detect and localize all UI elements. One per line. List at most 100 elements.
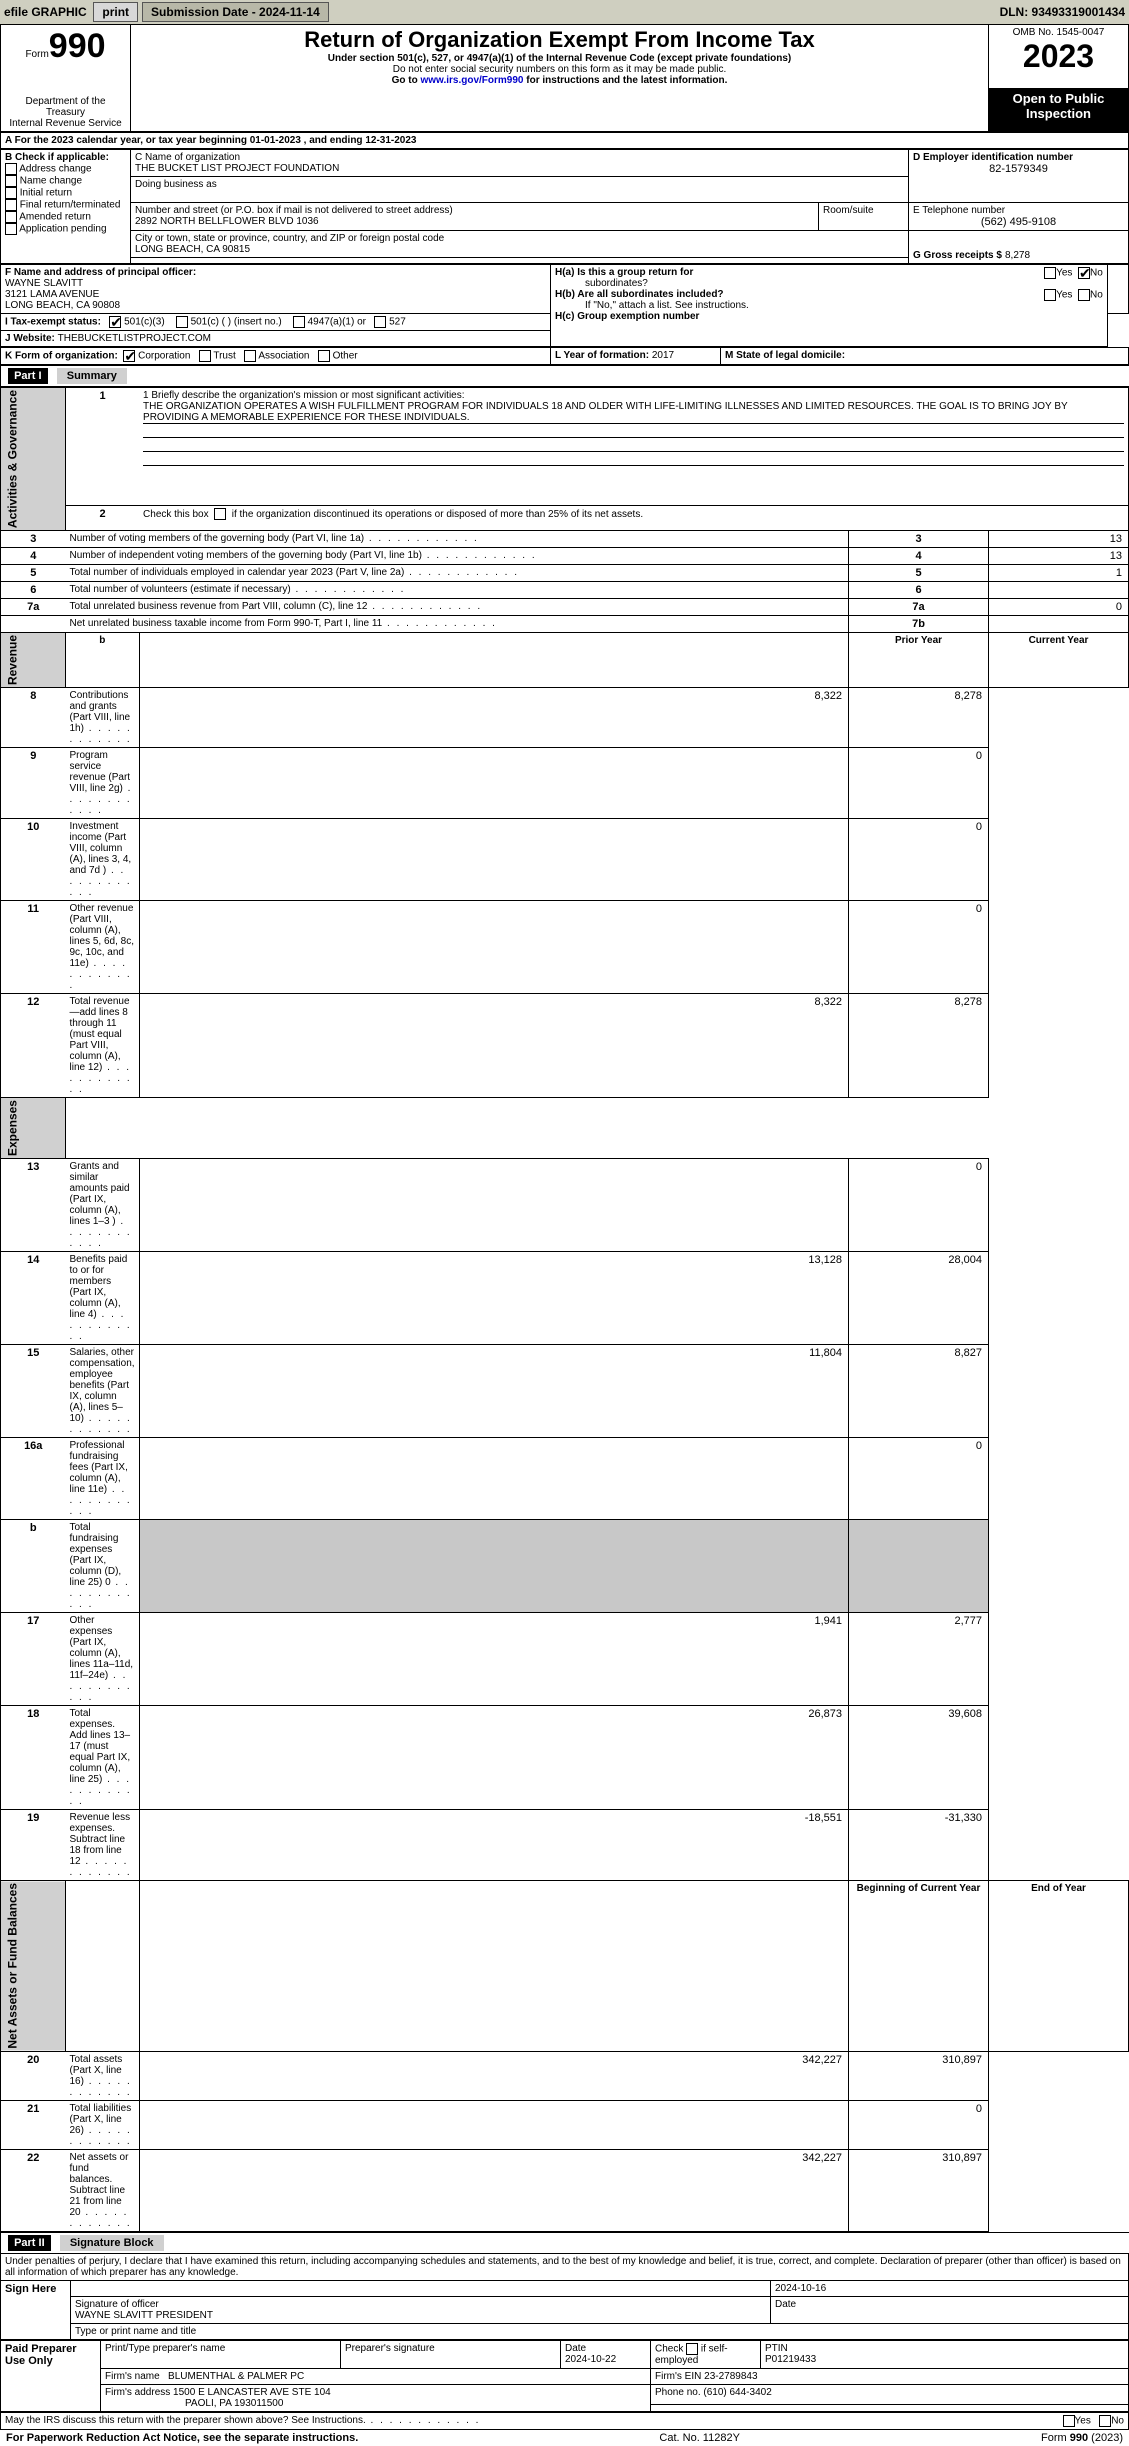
side-expenses: Expenses [1,1098,66,1159]
officer-name: WAYNE SLAVITT [5,278,546,289]
form-word: Form [25,49,48,60]
page-footer: For Paperwork Reduction Act Notice, see … [0,2430,1129,2446]
side-activities-governance: Activities & Governance [1,388,66,531]
lbl-other: Other [333,351,358,362]
chk-initial-return[interactable] [5,187,17,199]
part1-header: Part I [8,368,48,384]
open-public-1: Open to Public [993,91,1124,106]
row-l-label: L Year of formation: [555,350,652,361]
room-label: Room/suite [823,205,904,216]
lbl-501c3: 501(c)(3) [124,317,165,328]
chk-ha-no[interactable] [1078,267,1090,279]
firm-ein: 23-2789843 [704,2371,757,2382]
subtitle-2: Do not enter social security numbers on … [135,64,984,75]
side-revenue: Revenue [1,633,66,688]
lbl-name-change: Name change [20,176,82,187]
signature-block: Sign Here 2024-10-16 Signature of office… [0,2280,1129,2340]
chk-name-change[interactable] [5,175,17,187]
col-begin: Beginning of Current Year [849,1881,989,2052]
chk-4947[interactable] [293,316,305,328]
chk-501c3[interactable] [109,316,121,328]
chk-527[interactable] [374,316,386,328]
box-d-label: D Employer identification number [913,152,1124,163]
sig-date: 2024-10-16 [771,2280,1129,2296]
chk-501c[interactable] [176,316,188,328]
part1-title: Summary [57,368,127,384]
open-public-2: Inspection [993,106,1124,121]
firm-addr1: 1500 E LANCASTER AVE STE 104 [173,2387,331,2398]
chk-discontinued[interactable] [214,508,226,520]
chk-discuss-no[interactable] [1099,2415,1111,2427]
telephone: (562) 495-9108 [913,216,1124,228]
submission-date: Submission Date - 2024-11-14 [142,2,329,22]
footer-right: Form 990 (2023) [1041,2432,1123,2444]
row-m-label: M State of legal domicile: [725,350,845,361]
chk-amended[interactable] [5,211,17,223]
box-b-label: B Check if applicable: [5,152,126,163]
chk-app-pending[interactable] [5,223,17,235]
klm-row: K Form of organization: Corporation Trus… [0,347,1129,365]
firm-addr2: PAOLI, PA 193011500 [105,2398,283,2409]
chk-self-employed[interactable] [686,2343,698,2355]
firm-name-label: Firm's name [105,2371,162,2382]
dln: DLN: 93493319001434 [1000,5,1125,19]
chk-assoc[interactable] [244,350,256,362]
tax-year: 2023 [993,38,1124,75]
officer-addr2: LONG BEACH, CA 90808 [5,300,546,311]
part2-header: Part II [8,2235,51,2251]
row-i-label: I Tax-exempt status: [5,317,101,328]
city: LONG BEACH, CA 90815 [135,244,904,255]
goto-prefix: Go to [392,75,421,86]
form-title: Return of Organization Exempt From Incom… [135,27,984,53]
lbl-corp: Corporation [138,351,190,362]
lbl-no: No [1090,268,1103,279]
mission-text: THE ORGANIZATION OPERATES A WISH FULFILL… [143,401,1124,424]
box-f-label: F Name and address of principal officer: [5,267,546,278]
chk-discuss-yes[interactable] [1063,2415,1075,2427]
prep-sig-label: Preparer's signature [341,2340,561,2368]
lbl-501c: 501(c) ( ) (insert no.) [191,317,282,328]
lbl-4947: 4947(a)(1) or [308,317,366,328]
lbl-yes2: Yes [1056,290,1072,301]
q1-label: 1 Briefly describe the organization's mi… [143,390,465,401]
print-button[interactable]: print [93,2,138,22]
lbl-527: 527 [389,317,406,328]
chk-hb-no[interactable] [1078,289,1090,301]
omb: OMB No. 1545-0047 [993,27,1124,38]
lbl-no2: No [1090,290,1103,301]
chk-trust[interactable] [199,350,211,362]
row-k-label: K Form of organization: [5,351,118,362]
lbl-yes: Yes [1056,268,1072,279]
prep-date: 2024-10-22 [565,2354,616,2365]
year-formation: 2017 [652,350,674,361]
col-current: Current Year [989,633,1129,688]
city-label: City or town, state or province, country… [135,233,904,244]
subtitle-1: Under section 501(c), 527, or 4947(a)(1)… [135,53,984,64]
goto-link[interactable]: www.irs.gov/Form990 [420,75,523,86]
part1-table: Activities & Governance 1 1 Briefly desc… [0,387,1129,2232]
box-g-label: G Gross receipts $ [913,250,1002,261]
chk-address-change[interactable] [5,163,17,175]
footer-left: For Paperwork Reduction Act Notice, see … [6,2432,358,2444]
chk-hb-yes[interactable] [1044,289,1056,301]
chk-ha-yes[interactable] [1044,267,1056,279]
box-c-name-label: C Name of organization [135,152,904,163]
chk-corp[interactable] [123,350,135,362]
prep-name-label: Print/Type preparer's name [101,2340,341,2368]
chk-other[interactable] [318,350,330,362]
ptin-label: PTIN [765,2343,788,2354]
dept-treasury: Department of the Treasury [5,96,126,118]
form-number: 990 [49,27,106,65]
hc-label: H(c) Group exemption number [555,311,1103,322]
col-b: b [66,633,140,688]
entity-block: B Check if applicable: Address change Na… [0,149,1129,264]
type-label: Type or print name and title [71,2323,1129,2339]
officer-addr1: 3121 LAMA AVENUE [5,289,546,300]
box-e-label: E Telephone number [913,205,1124,216]
gross-receipts: 8,278 [1005,250,1030,261]
lbl-amended: Amended return [19,212,91,223]
part2-title: Signature Block [60,2235,164,2251]
sign-here: Sign Here [1,2280,71,2339]
street: 2892 NORTH BELLFLOWER BLVD 1036 [135,216,814,227]
chk-final-return[interactable] [5,199,17,211]
